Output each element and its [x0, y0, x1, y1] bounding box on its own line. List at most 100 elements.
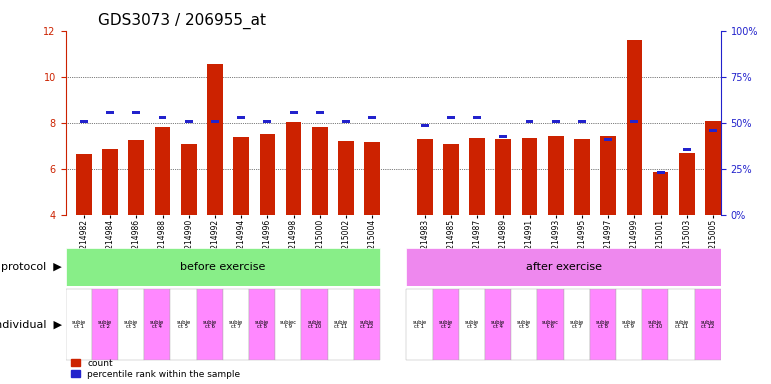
Bar: [301, 290, 328, 359]
Bar: [552, 120, 560, 123]
Bar: [631, 120, 638, 123]
Bar: [590, 290, 616, 359]
Text: GDS3073 / 206955_at: GDS3073 / 206955_at: [99, 13, 266, 29]
Bar: [642, 290, 668, 359]
Bar: [328, 290, 354, 359]
Text: subje
ct 7: subje ct 7: [229, 319, 243, 329]
Bar: [627, 40, 642, 215]
Text: subje
ct 3: subje ct 3: [124, 319, 138, 329]
Bar: [275, 290, 301, 359]
Bar: [653, 172, 668, 215]
Bar: [103, 149, 118, 215]
Text: individual  ▶: individual ▶: [0, 319, 62, 329]
Text: subje
ct 8: subje ct 8: [596, 319, 610, 329]
Bar: [473, 116, 481, 119]
Bar: [66, 290, 92, 359]
Bar: [601, 136, 616, 215]
Text: subje
ct 5: subje ct 5: [517, 319, 531, 329]
Text: subje
ct 1: subje ct 1: [412, 319, 426, 329]
Text: subje
ct 12: subje ct 12: [701, 319, 715, 329]
Bar: [522, 138, 537, 215]
Bar: [459, 290, 485, 359]
Bar: [197, 290, 223, 359]
Text: subje
ct 12: subje ct 12: [360, 319, 374, 329]
Bar: [574, 139, 590, 215]
Bar: [526, 120, 534, 123]
Bar: [578, 120, 586, 123]
Legend: count, percentile rank within the sample: count, percentile rank within the sample: [70, 358, 241, 379]
Bar: [338, 141, 354, 215]
Bar: [211, 120, 219, 123]
Bar: [369, 116, 376, 119]
Text: after exercise: after exercise: [526, 262, 601, 272]
Bar: [223, 290, 249, 359]
Bar: [181, 144, 197, 215]
Bar: [657, 172, 665, 174]
Bar: [406, 248, 721, 286]
Bar: [443, 144, 459, 215]
Bar: [76, 154, 92, 215]
Bar: [447, 116, 455, 119]
Bar: [679, 153, 695, 215]
Text: subjec
t 6: subjec t 6: [542, 319, 559, 329]
Bar: [249, 290, 275, 359]
Text: subje
ct 1: subje ct 1: [72, 319, 86, 329]
Bar: [286, 122, 301, 215]
Bar: [133, 111, 140, 114]
Bar: [159, 116, 167, 119]
Text: subje
ct 2: subje ct 2: [98, 319, 112, 329]
Bar: [264, 120, 271, 123]
Bar: [365, 142, 380, 215]
Text: subje
ct 9: subje ct 9: [622, 319, 636, 329]
Bar: [342, 120, 350, 123]
Bar: [290, 111, 298, 114]
Bar: [207, 64, 223, 215]
Bar: [433, 290, 459, 359]
Bar: [548, 136, 564, 215]
Bar: [564, 290, 590, 359]
Text: subje
ct 2: subje ct 2: [439, 319, 453, 329]
Bar: [616, 290, 642, 359]
Text: subje
ct 8: subje ct 8: [255, 319, 269, 329]
Bar: [709, 129, 717, 132]
Bar: [129, 140, 144, 215]
Bar: [80, 120, 88, 123]
Text: subje
ct 5: subje ct 5: [177, 319, 190, 329]
Text: subje
ct 4: subje ct 4: [150, 319, 164, 329]
Bar: [312, 127, 328, 215]
Bar: [92, 290, 118, 359]
Text: subje
ct 6: subje ct 6: [203, 319, 217, 329]
Text: before exercise: before exercise: [180, 262, 265, 272]
Bar: [185, 120, 193, 123]
Bar: [511, 290, 537, 359]
Bar: [421, 124, 429, 127]
Bar: [66, 248, 380, 286]
Bar: [170, 290, 197, 359]
Text: subje
ct 3: subje ct 3: [465, 319, 479, 329]
Text: subje
ct 11: subje ct 11: [675, 319, 689, 329]
Bar: [118, 290, 144, 359]
Text: protocol  ▶: protocol ▶: [1, 262, 62, 272]
Bar: [496, 139, 511, 215]
Bar: [406, 290, 433, 359]
Text: subje
ct 4: subje ct 4: [491, 319, 505, 329]
Bar: [260, 134, 275, 215]
Bar: [155, 127, 170, 215]
Bar: [417, 139, 433, 215]
Bar: [604, 138, 612, 141]
Bar: [237, 116, 245, 119]
Bar: [668, 290, 695, 359]
Bar: [537, 290, 564, 359]
Text: subje
ct 11: subje ct 11: [334, 319, 348, 329]
Text: subje
ct 10: subje ct 10: [648, 319, 662, 329]
Text: subjec
t 9: subjec t 9: [280, 319, 297, 329]
Bar: [705, 121, 721, 215]
Bar: [106, 111, 114, 114]
Bar: [500, 135, 507, 137]
Bar: [316, 111, 324, 114]
Bar: [683, 147, 691, 151]
Bar: [144, 290, 170, 359]
Bar: [485, 290, 511, 359]
Bar: [234, 137, 249, 215]
Bar: [470, 138, 485, 215]
